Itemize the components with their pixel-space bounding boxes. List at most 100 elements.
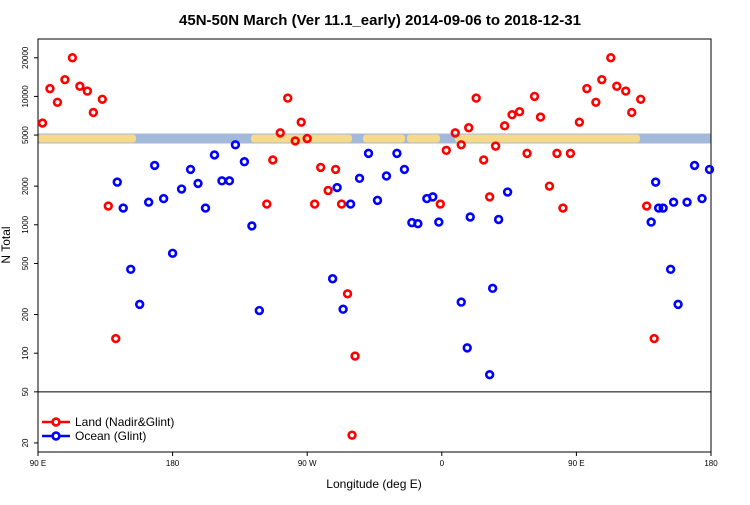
data-point	[465, 212, 475, 222]
y-tick-label: 1000	[21, 215, 30, 233]
data-point	[552, 148, 562, 159]
data-point	[254, 305, 265, 316]
data-point	[606, 53, 616, 63]
data-point	[275, 128, 285, 138]
data-point	[478, 155, 489, 165]
data-point	[296, 117, 306, 127]
data-point	[582, 83, 592, 94]
data-point	[535, 112, 546, 122]
data-point	[363, 148, 374, 159]
data-point	[704, 164, 715, 175]
data-point	[67, 53, 78, 63]
data-point	[230, 140, 241, 150]
data-point	[499, 121, 510, 131]
band-land-segment	[38, 134, 136, 143]
data-point	[97, 94, 108, 104]
data-point	[75, 81, 85, 91]
data-point	[345, 199, 356, 209]
data-point	[302, 133, 312, 144]
data-point	[621, 86, 631, 96]
data-point	[118, 203, 128, 213]
data-point	[673, 299, 683, 310]
band-land-segment	[363, 134, 405, 143]
x-tick-label: 90 E	[30, 459, 46, 468]
data-point	[627, 107, 637, 118]
data-point	[315, 162, 326, 173]
data-point	[650, 177, 661, 187]
data-point	[591, 97, 601, 107]
data-point	[209, 150, 220, 160]
data-point	[193, 178, 203, 189]
data-point	[649, 333, 659, 344]
data-point	[200, 203, 211, 213]
x-tick-label: 180	[166, 459, 180, 468]
data-point	[490, 141, 501, 151]
data-point	[103, 201, 113, 211]
data-point	[332, 182, 342, 193]
data-point	[176, 184, 187, 194]
band-land-segment	[455, 134, 640, 143]
data-point	[514, 107, 525, 117]
data-point	[88, 107, 99, 118]
data-point	[309, 199, 320, 209]
data-point	[646, 217, 656, 227]
x-tick-label: 90 E	[568, 459, 584, 468]
data-point	[636, 94, 646, 104]
data-point	[428, 192, 438, 202]
data-point	[544, 181, 555, 191]
data-point	[247, 221, 257, 231]
y-tick-label: 500	[21, 256, 30, 270]
y-axis: 20 50 100 200 500 1000 2000 5000 10000 20000	[21, 46, 38, 447]
data-point	[323, 185, 333, 196]
x-tick-label: 180	[704, 459, 718, 468]
data-point	[342, 289, 353, 299]
y-tick-label: 10000	[21, 85, 30, 108]
data-point	[597, 74, 607, 85]
x-axis: 90 E 180 90 W 0 90 E 180	[30, 452, 718, 468]
data-point	[167, 248, 178, 258]
data-point	[330, 164, 341, 175]
data-point	[665, 264, 676, 275]
data-point	[149, 160, 160, 171]
data-point	[350, 351, 360, 361]
data-point	[347, 430, 357, 440]
legend-label: Land (Nadir&Glint)	[75, 415, 174, 429]
data-point	[668, 197, 679, 207]
data-point	[658, 203, 668, 213]
y-tick-label: 5000	[21, 126, 30, 144]
data-point	[493, 214, 504, 225]
data-point	[126, 264, 136, 275]
data-point	[435, 199, 446, 209]
data-point	[224, 176, 235, 186]
data-point	[354, 173, 365, 184]
chart-title: 45N-50N March (Ver 11.1_early) 2014-09-0…	[179, 12, 581, 29]
data-point	[565, 148, 576, 159]
data-point	[507, 110, 517, 120]
data-point	[185, 164, 196, 175]
y-tick-label: 2000	[21, 177, 30, 195]
data-point	[143, 197, 154, 207]
data-point	[399, 164, 410, 175]
y-tick-label: 200	[21, 307, 30, 321]
data-point	[441, 145, 451, 156]
data-points	[37, 53, 715, 440]
data-point	[239, 157, 250, 167]
data-point	[111, 333, 121, 344]
data-point	[381, 171, 392, 181]
data-point	[82, 86, 93, 96]
y-axis-label: N Total	[0, 226, 13, 263]
data-point	[45, 83, 55, 94]
x-axis-label: Longitude (deg E)	[326, 477, 421, 491]
data-point	[464, 123, 474, 133]
x-tick-label: 0	[440, 459, 445, 468]
data-point	[217, 176, 227, 186]
data-point	[392, 148, 402, 159]
data-point	[456, 140, 466, 150]
data-point	[283, 93, 293, 103]
data-point	[268, 155, 278, 165]
data-point	[60, 74, 70, 85]
data-point	[52, 97, 63, 107]
data-point	[450, 128, 460, 138]
